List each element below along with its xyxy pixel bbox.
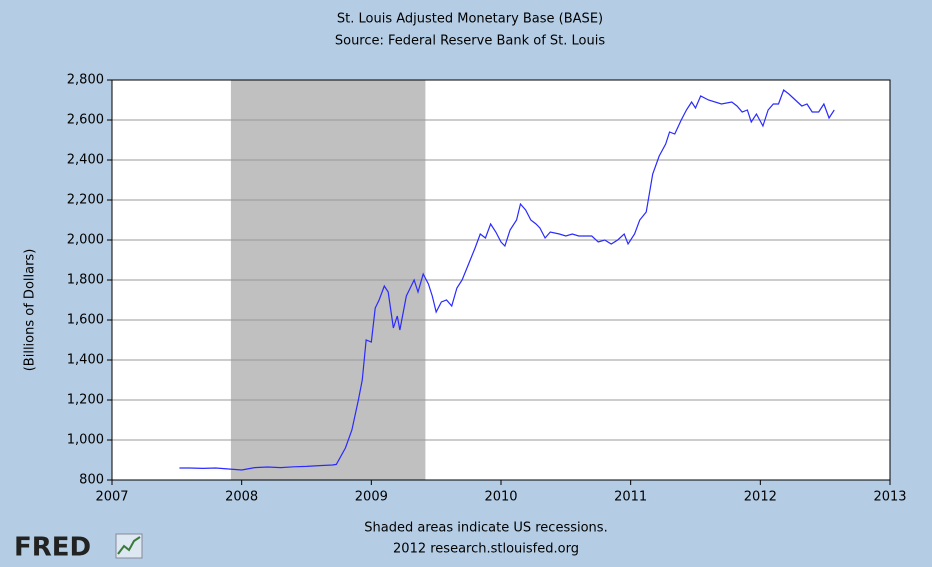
x-tick-label: 2009 bbox=[355, 490, 388, 505]
y-tick-label: 2,400 bbox=[67, 153, 104, 168]
y-tick-label: 2,200 bbox=[67, 193, 104, 208]
logo-icon bbox=[115, 533, 143, 559]
logo: FRED bbox=[14, 533, 91, 563]
note: 2012 research.stlouisfed.org bbox=[393, 542, 579, 557]
y-tick-label: 1,000 bbox=[67, 433, 104, 448]
y-tick-label: 1,200 bbox=[67, 393, 104, 408]
x-tick-label: 2007 bbox=[95, 490, 128, 505]
chart-subtitle: Source: Federal Reserve Bank of St. Loui… bbox=[335, 34, 605, 49]
x-tick-label: 2008 bbox=[225, 490, 258, 505]
note: Shaded areas indicate US recessions. bbox=[364, 521, 607, 536]
x-tick-label: 2011 bbox=[614, 490, 647, 505]
y-tick-label: 2,600 bbox=[67, 113, 104, 128]
y-tick-label: 800 bbox=[79, 473, 104, 488]
x-tick-label: 2013 bbox=[873, 490, 906, 505]
y-axis-label: (Billions of Dollars) bbox=[23, 249, 38, 372]
y-tick-label: 1,800 bbox=[67, 273, 104, 288]
y-tick-label: 2,800 bbox=[67, 73, 104, 88]
x-tick-label: 2010 bbox=[484, 490, 517, 505]
data-line bbox=[179, 89, 835, 471]
y-tick-label: 2,000 bbox=[67, 233, 104, 248]
y-tick-label: 1,600 bbox=[67, 313, 104, 328]
x-tick-label: 2012 bbox=[744, 490, 777, 505]
y-tick-label: 1,400 bbox=[67, 353, 104, 368]
chart-title: St. Louis Adjusted Monetary Base (BASE) bbox=[337, 12, 603, 27]
